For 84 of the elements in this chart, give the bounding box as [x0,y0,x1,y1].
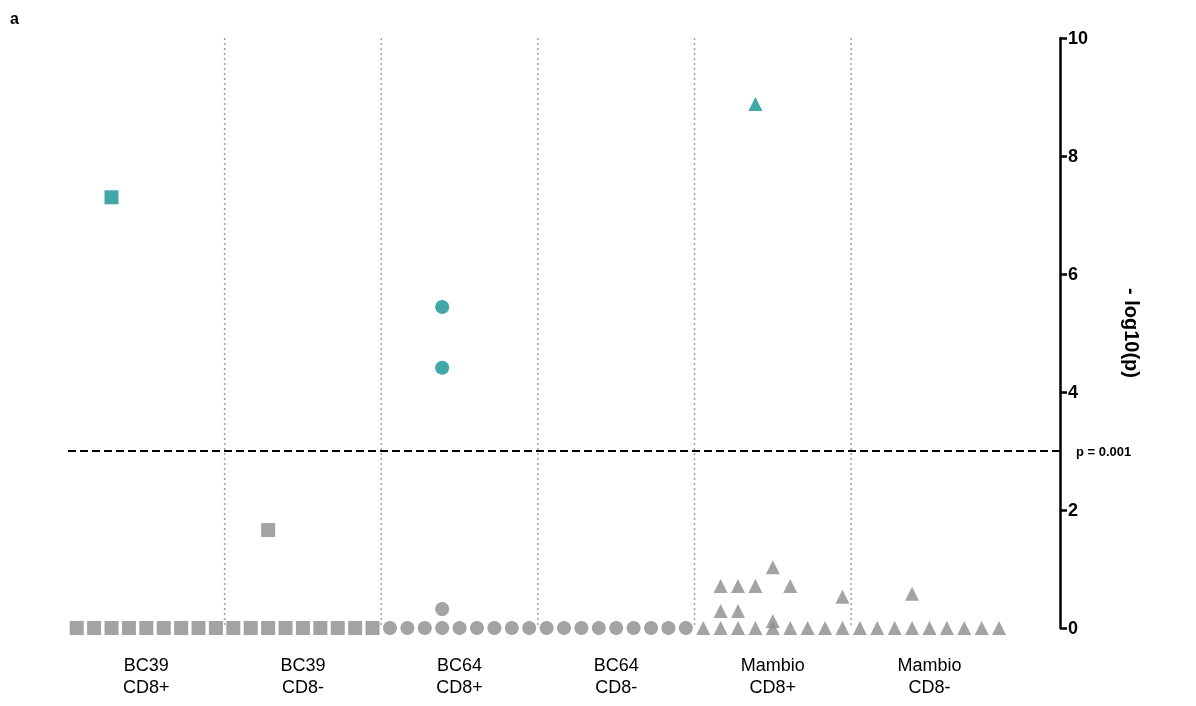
point [295,621,310,635]
point [226,621,241,635]
point [678,621,693,635]
y-tick-label: 10 [1068,28,1089,48]
point [208,621,223,635]
point [783,621,798,635]
point [922,621,937,635]
text: a [10,9,19,27]
x-tick-label: BC64 CD8- [593,655,639,697]
point [382,621,397,635]
point [400,621,415,635]
point [417,621,432,635]
point [644,621,659,635]
y-tick-label: 4 [1068,382,1079,402]
x-tick-label: Mambio CD8- [897,655,962,697]
point [731,603,746,618]
point [905,586,920,601]
point [957,621,972,635]
point [139,621,154,635]
point [174,621,189,635]
point [278,621,293,635]
point [992,621,1007,635]
y-tick-label: 6 [1068,264,1079,284]
point [313,621,328,635]
point [887,621,902,635]
point [731,621,746,635]
point [748,621,763,635]
x-tick-label: BC64 CD8+ [436,655,483,697]
point [974,621,989,635]
x-tick-label: Mambio CD8+ [740,655,805,697]
y-axis-title: - log10(p) [1121,288,1143,378]
point [261,621,276,635]
point [939,621,954,635]
point [104,621,119,635]
point [69,621,84,635]
point [452,621,467,635]
point [522,621,537,635]
point [800,621,815,635]
point [713,603,728,618]
point [504,621,519,635]
point [609,621,624,635]
point [156,621,171,635]
point [852,621,867,635]
y-tick-label: 0 [1068,618,1079,638]
point [557,621,571,635]
point [765,613,780,628]
x-tick-label: BC39 CD8- [280,655,326,697]
point [87,621,102,635]
point [661,621,676,635]
point [243,621,258,635]
point [435,602,450,617]
point [191,621,206,635]
point [574,621,589,635]
point [435,300,450,315]
point [348,621,363,635]
point [835,589,850,604]
point [748,97,763,112]
point [487,621,502,635]
y-tick-label: 8 [1068,146,1079,166]
point [835,621,850,635]
point [905,621,920,635]
x-tick-label: BC39 CD8+ [123,655,170,697]
point [696,621,711,635]
point [261,523,276,538]
point [713,621,728,635]
y-tick-label: 2 [1068,500,1079,520]
point [870,621,885,635]
point [435,360,450,375]
point [470,621,484,635]
point [765,560,780,575]
point [748,579,763,594]
point [783,579,798,594]
point [435,621,450,635]
text: p = 0.001 [1076,443,1132,459]
point [591,621,606,635]
point [539,621,554,635]
point [121,621,136,635]
point [731,579,746,594]
point [365,621,380,635]
point [818,621,833,635]
point [330,621,345,635]
point [104,190,119,205]
point [626,621,641,635]
point [713,579,728,594]
